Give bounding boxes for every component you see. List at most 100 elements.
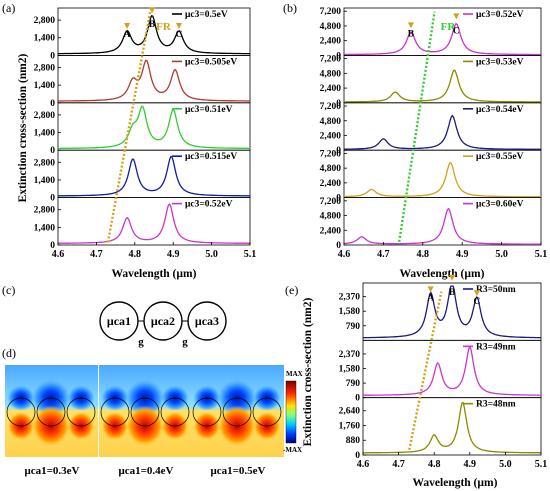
ytick-label: 0 (336, 51, 341, 61)
ytick-label: 2,800 (34, 16, 56, 26)
peak-marker (427, 286, 434, 293)
trend-label: FR (441, 21, 457, 33)
series-line (344, 114, 541, 150)
series-line (363, 345, 541, 396)
legend-label: R3=48nm (476, 400, 516, 410)
ytick-label: 0 (355, 394, 360, 404)
ylabel-a: Extinction cross-section (nm2) (17, 54, 29, 203)
xtick-label: 4.8 (417, 249, 430, 260)
particle-outline (252, 397, 282, 427)
peak-label: C (473, 297, 480, 307)
particle-outline (160, 397, 190, 427)
ytick-label: 1,400 (34, 81, 56, 91)
xtick-label: 5.1 (535, 459, 548, 470)
series-line (58, 14, 250, 55)
xtick-label: 5.0 (495, 249, 508, 260)
ytick-label: 7,200 (320, 7, 342, 17)
field-map-3 (191, 365, 284, 457)
series-line (58, 105, 250, 150)
field-maps (5, 365, 284, 457)
xtick-label: 4.9 (464, 459, 477, 470)
xtick-label: 5.1 (535, 249, 548, 260)
ytick-label: 2,640 (339, 407, 361, 417)
ytick-label: 2,400 (320, 226, 342, 236)
particle-outline (222, 397, 252, 427)
peak-label: C (453, 26, 460, 36)
ylabel-e: Extinction cross-section (nm2) (302, 298, 314, 447)
series-line (58, 59, 250, 102)
peak-marker (149, 7, 156, 14)
fieldmap-caption-1: μca1=0.3eV (25, 465, 80, 477)
ytick-label: 2,800 (34, 63, 56, 73)
ytick-label: 4,800 (320, 69, 342, 79)
xtick-label: 4.7 (392, 459, 405, 470)
particle-outline (100, 397, 130, 427)
peak-marker (124, 23, 131, 30)
subplot-frame (343, 197, 542, 246)
peak-marker (175, 23, 182, 30)
xtick-label: 5.0 (205, 249, 218, 260)
ytick-label: 2,800 (34, 111, 56, 121)
ytick-label: 2,370 (339, 293, 361, 303)
series-line (58, 155, 250, 197)
xtick-label: 4.8 (129, 249, 142, 260)
xlabel-a: Wavelength (µm) (112, 268, 197, 280)
particle-outline (36, 397, 66, 427)
ytick-label: 4,800 (320, 22, 342, 32)
legend-label: μc3=0.54eV (476, 105, 524, 115)
ytick-label: 7,200 (320, 55, 342, 65)
legend-label: μc3=0.60eV (476, 200, 524, 210)
ytick-label: 4,800 (320, 212, 342, 222)
xtick-label: 4.9 (167, 249, 180, 260)
ytick-label: 4,800 (320, 164, 342, 174)
series-line (344, 69, 541, 103)
ytick-label: 4,800 (320, 117, 342, 127)
ytick-label: 1,760 (339, 421, 361, 431)
subplot-frame (362, 397, 542, 456)
xtick-label: 4.8 (428, 459, 441, 470)
trend-line (408, 291, 443, 451)
panel-label-d: (d) (2, 346, 16, 360)
peak-label: B (408, 29, 415, 39)
ytick-label: 790 (346, 379, 361, 389)
xtick-label: 4.9 (456, 249, 469, 260)
chart-b: 0 2,400 4,800 7,200 μc3=0.52eV 0 2,400 4,800 7,2… (320, 7, 548, 260)
ytick-label: 0 (50, 241, 55, 251)
legend-label: μc3=0.52eV (185, 200, 233, 210)
xtick-label: 4.6 (52, 249, 65, 260)
xtick-label: 4.7 (377, 249, 390, 260)
legend-label: μc3=0.515eV (185, 152, 237, 162)
ytick-label: 2,400 (320, 179, 342, 189)
xtick-label: 4.6 (357, 459, 370, 470)
series-line (363, 401, 541, 454)
ytick-label: 2,400 (320, 37, 342, 47)
ytick-label: 1,400 (34, 129, 56, 139)
trend-label: FR (156, 21, 172, 33)
chart-e: 790 1,580 2,370 R3=50nm 0 790 1,580 2,370 R3=49n… (339, 274, 548, 470)
xlabel-e: Wavelength (µm) (413, 477, 498, 489)
panel-label-a: (a) (2, 1, 15, 15)
fieldmap-caption-2: μca1=0.4eV (119, 465, 174, 477)
peak-marker (473, 290, 480, 297)
ytick-label: 2,800 (34, 158, 56, 168)
legend-label: R3=49nm (476, 342, 516, 352)
trend-line (397, 11, 436, 242)
peak-marker (453, 13, 460, 20)
ytick-label: 2,400 (320, 84, 342, 94)
ytick-label: 880 (346, 436, 361, 446)
series-line (58, 203, 250, 244)
chart-a: 0 1,400 2,800 μc3=0.5eV 0 1,400 2,800 μc3=0.505… (34, 7, 256, 260)
peak-label: A (124, 30, 131, 40)
ytick-label: 7,200 (320, 197, 342, 207)
legend-label: μc3=0.505eV (185, 57, 237, 67)
ytick-label: 1,400 (34, 176, 56, 186)
legend-label: R3=50nm (476, 285, 516, 295)
xlabel-b: Wavelength (µm) (400, 268, 485, 280)
subplot-frame (57, 197, 251, 246)
field-map-1 (5, 365, 98, 457)
particle-outline (130, 397, 160, 427)
field-map-2 (99, 365, 192, 457)
series-line (344, 22, 541, 56)
